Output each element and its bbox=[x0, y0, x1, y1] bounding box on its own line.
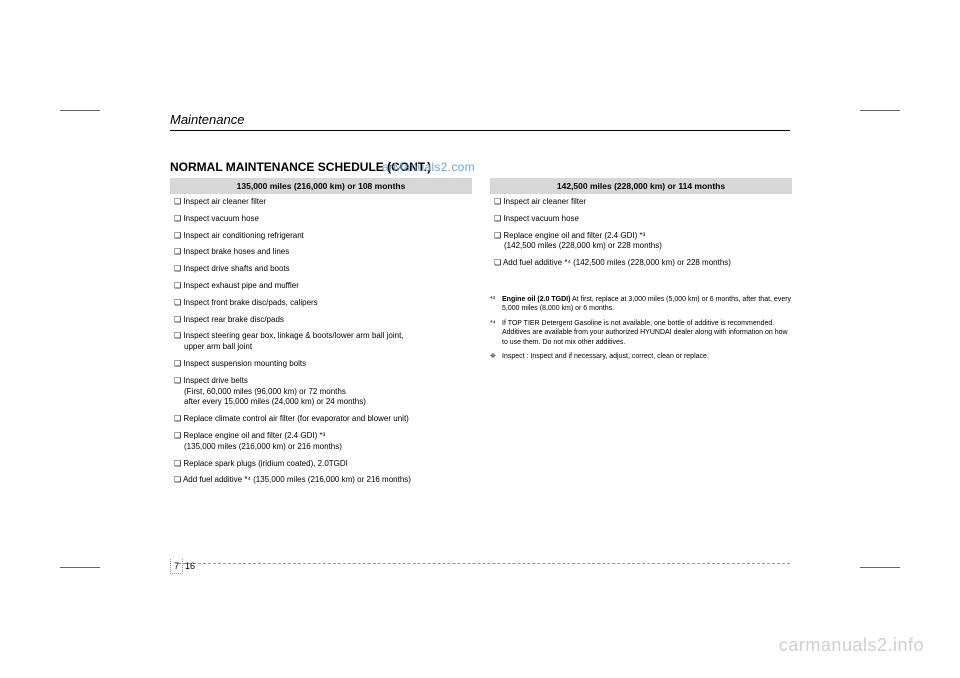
left-column: 135,000 miles (216,000 km) or 108 months… bbox=[170, 178, 472, 489]
footer-rule bbox=[178, 563, 790, 564]
schedule-item: ❑ Replace spark plugs (iridium coated), … bbox=[170, 456, 472, 473]
crop-mark bbox=[60, 567, 100, 568]
interval-band: 135,000 miles (216,000 km) or 108 months bbox=[170, 178, 472, 194]
footnote-mark: *⁴ bbox=[490, 319, 502, 347]
schedule-item: ❑ Inspect rear brake disc/pads bbox=[170, 312, 472, 329]
section-header: Maintenance bbox=[170, 112, 244, 127]
right-items: ❑ Inspect air cleaner filter❑ Inspect va… bbox=[490, 194, 792, 272]
schedule-item: ❑ Inspect vacuum hose bbox=[170, 211, 472, 228]
schedule-item: ❑ Inspect steering gear box, linkage & b… bbox=[170, 328, 472, 356]
footnote-mark: *³ bbox=[490, 295, 502, 314]
left-items: ❑ Inspect air cleaner filter❑ Inspect va… bbox=[170, 194, 472, 489]
schedule-item: ❑ Replace engine oil and filter (2.4 GDI… bbox=[170, 428, 472, 456]
page-root: Maintenance NORMAL MAINTENANCE SCHEDULE … bbox=[0, 0, 960, 678]
interval-band: 142,500 miles (228,000 km) or 114 months bbox=[490, 178, 792, 194]
footnote: *³Engine oil (2.0 TGDI) At first, replac… bbox=[490, 295, 792, 314]
crop-mark bbox=[860, 567, 900, 568]
schedule-item: ❑ Inspect drive belts(First, 60,000 mile… bbox=[170, 373, 472, 411]
footnote-text: If TOP TIER Detergent Gasoline is not av… bbox=[502, 319, 792, 347]
schedule-item: ❑ Inspect air cleaner filter bbox=[490, 194, 792, 211]
footnotes: *³Engine oil (2.0 TGDI) At first, replac… bbox=[490, 295, 792, 367]
schedule-item: ❑ Inspect air conditioning refrigerant bbox=[170, 228, 472, 245]
schedule-item: ❑ Inspect exhaust pipe and muffler bbox=[170, 278, 472, 295]
footnote-text: Inspect : Inspect and if necessary, adju… bbox=[502, 352, 792, 361]
page-number: 16 bbox=[182, 559, 198, 573]
crop-mark bbox=[60, 110, 100, 111]
footnote-mark: ❈ bbox=[490, 352, 502, 361]
schedule-item: ❑ Replace engine oil and filter (2.4 GDI… bbox=[490, 228, 792, 256]
crop-mark bbox=[860, 110, 900, 111]
footnote-text: Engine oil (2.0 TGDI) At first, replace … bbox=[502, 295, 792, 314]
schedule-item: ❑ Add fuel additive *⁴ (142,500 miles (2… bbox=[490, 255, 792, 272]
page-number-box: 716 bbox=[170, 559, 198, 574]
schedule-item: ❑ Inspect suspension mounting bolts bbox=[170, 356, 472, 373]
schedule-item: ❑ Inspect vacuum hose bbox=[490, 211, 792, 228]
schedule-item: ❑ Add fuel additive *⁴ (135,000 miles (2… bbox=[170, 472, 472, 489]
site-watermark: carmanuals2.info bbox=[779, 635, 924, 656]
schedule-item: ❑ Inspect air cleaner filter bbox=[170, 194, 472, 211]
footnote: *⁴If TOP TIER Detergent Gasoline is not … bbox=[490, 319, 792, 347]
schedule-item: ❑ Inspect brake hoses and lines bbox=[170, 244, 472, 261]
schedule-item: ❑ Inspect front brake disc/pads, caliper… bbox=[170, 295, 472, 312]
schedule-item: ❑ Inspect drive shafts and boots bbox=[170, 261, 472, 278]
footnote: ❈Inspect : Inspect and if necessary, adj… bbox=[490, 352, 792, 361]
right-column: 142,500 miles (228,000 km) or 114 months… bbox=[490, 178, 792, 272]
header-rule bbox=[170, 130, 790, 131]
watermark-link: arManuals2.com bbox=[382, 160, 475, 174]
schedule-item: ❑ Replace climate control air filter (fo… bbox=[170, 411, 472, 428]
